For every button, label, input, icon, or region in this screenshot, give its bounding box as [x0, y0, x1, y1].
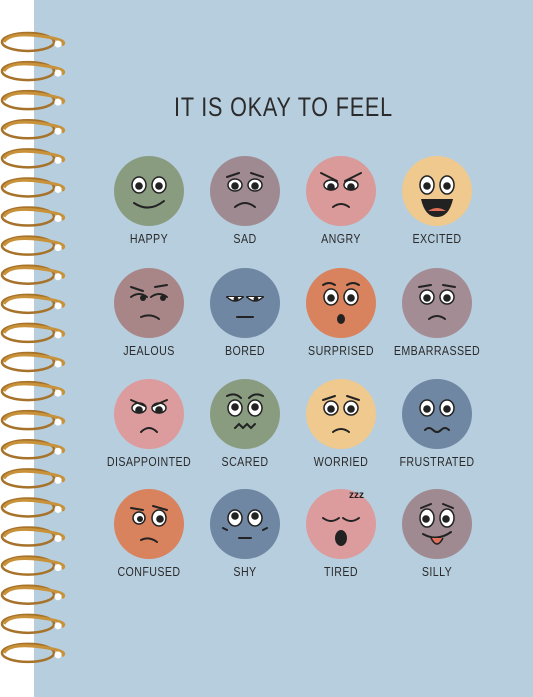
binding-ring: [0, 177, 66, 198]
binding-ring: [0, 31, 66, 53]
emotion-item-sad: SAD: [190, 155, 300, 246]
emotion-label: SCARED: [221, 454, 269, 469]
binding-ring: [0, 380, 66, 402]
binding-ring: [0, 555, 66, 576]
happy-face-icon: [114, 156, 184, 226]
binding-ring: [0, 439, 66, 460]
binding-ring: [0, 526, 66, 547]
sad-face-icon: [210, 156, 280, 226]
emotion-label: DISAPPOINTED: [106, 454, 192, 469]
tired-face-icon: zzz: [306, 489, 376, 559]
binding-ring: [0, 642, 66, 664]
emotion-label: JEALOUS: [123, 343, 175, 358]
binding-ring: [0, 89, 66, 111]
silly-face-icon: [402, 489, 472, 559]
emotion-item-jealous: JEALOUS: [94, 267, 204, 358]
excited-face-icon: [402, 156, 472, 226]
emotion-label: CONFUSED: [117, 564, 181, 579]
frustrated-face-icon: [402, 379, 472, 449]
emotion-item-embarrassed: EMBARRASSED: [382, 267, 492, 358]
emotion-item-scared: SCARED: [190, 378, 300, 469]
binding-ring: [0, 148, 66, 169]
spiral-binding: [0, 31, 66, 664]
emotion-label: ANGRY: [321, 231, 361, 246]
jealous-face-icon: [114, 268, 184, 338]
binding-ring: [0, 264, 66, 285]
binding-ring: [0, 119, 66, 140]
emotion-item-worried: WORRIED: [286, 378, 396, 469]
binding-ring: [0, 613, 66, 635]
binding-ring: [0, 409, 66, 431]
emotion-item-confused: CONFUSED: [94, 488, 204, 579]
emotion-item-angry: ANGRY: [286, 155, 396, 246]
emotion-item-shy: SHY: [190, 488, 300, 579]
emotion-item-tired: zzz TIRED: [286, 488, 396, 579]
binding-ring: [0, 60, 66, 82]
emotion-label: SHY: [233, 564, 257, 579]
emotion-label: SILLY: [421, 564, 453, 579]
emotion-item-disappointed: DISAPPOINTED: [94, 378, 204, 469]
binding-ring: [0, 497, 66, 518]
emotion-label: HAPPY: [129, 231, 169, 246]
embarrassed-face-icon: [402, 268, 472, 338]
emotion-label: EXCITED: [412, 231, 462, 246]
binding-ring: [0, 322, 66, 344]
angry-face-icon: [306, 156, 376, 226]
cover-title: IT IS OKAY TO FEEL: [174, 92, 393, 122]
emotion-label: EMBARRASSED: [393, 343, 481, 358]
binding-ring: [0, 351, 66, 373]
emotion-item-frustrated: FRUSTRATED: [382, 378, 492, 469]
binding-ring: [0, 235, 66, 256]
emotion-label: TIRED: [323, 564, 359, 579]
emotion-item-silly: SILLY: [382, 488, 492, 579]
binding-ring: [0, 293, 66, 315]
shy-face-icon: [210, 489, 280, 559]
emotion-item-excited: EXCITED: [382, 155, 492, 246]
emotion-item-bored: BORED: [190, 267, 300, 358]
binding-ring: [0, 206, 66, 227]
emotion-item-happy: HAPPY: [94, 155, 204, 246]
emotion-label: BORED: [225, 343, 265, 358]
emotion-label: WORRIED: [313, 454, 369, 469]
svg-text:zzz: zzz: [349, 490, 364, 501]
surprised-face-icon: [306, 268, 376, 338]
emotion-label: FRUSTRATED: [399, 454, 475, 469]
emotion-label: SURPRISED: [308, 343, 374, 358]
notebook-cover: [34, 0, 533, 697]
scared-face-icon: [210, 379, 280, 449]
confused-face-icon: [114, 489, 184, 559]
binding-ring: [0, 584, 66, 605]
binding-ring: [0, 468, 66, 489]
worried-face-icon: [306, 379, 376, 449]
bored-face-icon: [210, 268, 280, 338]
disappointed-face-icon: [114, 379, 184, 449]
emotion-item-surprised: SURPRISED: [286, 267, 396, 358]
emotion-label: SAD: [233, 231, 257, 246]
